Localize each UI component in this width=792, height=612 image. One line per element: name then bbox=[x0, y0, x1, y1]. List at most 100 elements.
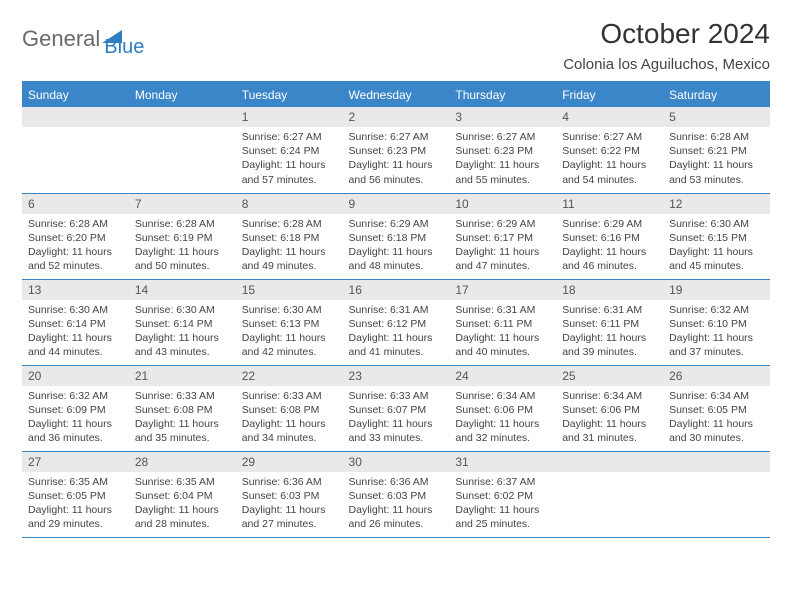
calendar-day-cell: 25Sunrise: 6:34 AMSunset: 6:06 PMDayligh… bbox=[556, 365, 663, 451]
day-details: Sunrise: 6:34 AMSunset: 6:05 PMDaylight:… bbox=[663, 386, 770, 450]
calendar-day-cell: 6Sunrise: 6:28 AMSunset: 6:20 PMDaylight… bbox=[22, 193, 129, 279]
daylight-text: Daylight: 11 hours and 42 minutes. bbox=[242, 331, 337, 359]
calendar-day-cell: 7Sunrise: 6:28 AMSunset: 6:19 PMDaylight… bbox=[129, 193, 236, 279]
daylight-text: Daylight: 11 hours and 25 minutes. bbox=[455, 503, 550, 531]
calendar-day-cell: 14Sunrise: 6:30 AMSunset: 6:14 PMDayligh… bbox=[129, 279, 236, 365]
day-number: 17 bbox=[449, 280, 556, 300]
sunrise-text: Sunrise: 6:32 AM bbox=[28, 389, 123, 403]
day-details: Sunrise: 6:28 AMSunset: 6:21 PMDaylight:… bbox=[663, 127, 770, 191]
day-details: Sunrise: 6:30 AMSunset: 6:13 PMDaylight:… bbox=[236, 300, 343, 364]
month-title: October 2024 bbox=[563, 18, 770, 50]
weekday-header: Monday bbox=[129, 82, 236, 107]
daylight-text: Daylight: 11 hours and 54 minutes. bbox=[562, 158, 657, 186]
brand-part2: Blue bbox=[104, 36, 144, 59]
daylight-text: Daylight: 11 hours and 41 minutes. bbox=[349, 331, 444, 359]
day-number: 9 bbox=[343, 194, 450, 214]
daylight-text: Daylight: 11 hours and 52 minutes. bbox=[28, 245, 123, 273]
daylight-text: Daylight: 11 hours and 48 minutes. bbox=[349, 245, 444, 273]
day-details: Sunrise: 6:31 AMSunset: 6:11 PMDaylight:… bbox=[556, 300, 663, 364]
sunrise-text: Sunrise: 6:28 AM bbox=[28, 217, 123, 231]
day-details: Sunrise: 6:35 AMSunset: 6:05 PMDaylight:… bbox=[22, 472, 129, 536]
weekday-header: Wednesday bbox=[343, 82, 450, 107]
day-details: Sunrise: 6:29 AMSunset: 6:18 PMDaylight:… bbox=[343, 214, 450, 278]
day-number: 24 bbox=[449, 366, 556, 386]
sunset-text: Sunset: 6:22 PM bbox=[562, 144, 657, 158]
daylight-text: Daylight: 11 hours and 33 minutes. bbox=[349, 417, 444, 445]
daylight-text: Daylight: 11 hours and 30 minutes. bbox=[669, 417, 764, 445]
day-details: Sunrise: 6:27 AMSunset: 6:24 PMDaylight:… bbox=[236, 127, 343, 191]
day-details: Sunrise: 6:36 AMSunset: 6:03 PMDaylight:… bbox=[343, 472, 450, 536]
sunrise-text: Sunrise: 6:27 AM bbox=[455, 130, 550, 144]
day-number-empty bbox=[663, 452, 770, 472]
day-details: Sunrise: 6:34 AMSunset: 6:06 PMDaylight:… bbox=[556, 386, 663, 450]
day-number: 4 bbox=[556, 107, 663, 127]
calendar-week-row: 20Sunrise: 6:32 AMSunset: 6:09 PMDayligh… bbox=[22, 365, 770, 451]
sunrise-text: Sunrise: 6:31 AM bbox=[349, 303, 444, 317]
sunrise-text: Sunrise: 6:29 AM bbox=[562, 217, 657, 231]
sunset-text: Sunset: 6:14 PM bbox=[135, 317, 230, 331]
sunrise-text: Sunrise: 6:30 AM bbox=[28, 303, 123, 317]
day-details: Sunrise: 6:35 AMSunset: 6:04 PMDaylight:… bbox=[129, 472, 236, 536]
calendar-day-cell: 13Sunrise: 6:30 AMSunset: 6:14 PMDayligh… bbox=[22, 279, 129, 365]
day-details: Sunrise: 6:31 AMSunset: 6:12 PMDaylight:… bbox=[343, 300, 450, 364]
sunrise-text: Sunrise: 6:29 AM bbox=[455, 217, 550, 231]
calendar-week-row: 1Sunrise: 6:27 AMSunset: 6:24 PMDaylight… bbox=[22, 107, 770, 193]
day-number: 5 bbox=[663, 107, 770, 127]
day-number: 10 bbox=[449, 194, 556, 214]
sunrise-text: Sunrise: 6:27 AM bbox=[242, 130, 337, 144]
day-details: Sunrise: 6:27 AMSunset: 6:22 PMDaylight:… bbox=[556, 127, 663, 191]
sunset-text: Sunset: 6:18 PM bbox=[349, 231, 444, 245]
daylight-text: Daylight: 11 hours and 36 minutes. bbox=[28, 417, 123, 445]
calendar-week-row: 6Sunrise: 6:28 AMSunset: 6:20 PMDaylight… bbox=[22, 193, 770, 279]
calendar-day-cell: 23Sunrise: 6:33 AMSunset: 6:07 PMDayligh… bbox=[343, 365, 450, 451]
day-number: 18 bbox=[556, 280, 663, 300]
day-number: 8 bbox=[236, 194, 343, 214]
daylight-text: Daylight: 11 hours and 32 minutes. bbox=[455, 417, 550, 445]
day-number: 28 bbox=[129, 452, 236, 472]
calendar-day-cell: 2Sunrise: 6:27 AMSunset: 6:23 PMDaylight… bbox=[343, 107, 450, 193]
calendar-body: 1Sunrise: 6:27 AMSunset: 6:24 PMDaylight… bbox=[22, 107, 770, 537]
title-block: October 2024 Colonia los Aguiluchos, Mex… bbox=[563, 18, 770, 73]
daylight-text: Daylight: 11 hours and 49 minutes. bbox=[242, 245, 337, 273]
sunrise-text: Sunrise: 6:28 AM bbox=[242, 217, 337, 231]
day-number: 26 bbox=[663, 366, 770, 386]
daylight-text: Daylight: 11 hours and 53 minutes. bbox=[669, 158, 764, 186]
calendar-day-cell: 1Sunrise: 6:27 AMSunset: 6:24 PMDaylight… bbox=[236, 107, 343, 193]
calendar-day-cell: 8Sunrise: 6:28 AMSunset: 6:18 PMDaylight… bbox=[236, 193, 343, 279]
calendar-day-cell: 30Sunrise: 6:36 AMSunset: 6:03 PMDayligh… bbox=[343, 451, 450, 537]
calendar-day-cell bbox=[22, 107, 129, 193]
sunrise-text: Sunrise: 6:28 AM bbox=[669, 130, 764, 144]
day-number: 25 bbox=[556, 366, 663, 386]
calendar-day-cell: 4Sunrise: 6:27 AMSunset: 6:22 PMDaylight… bbox=[556, 107, 663, 193]
brand-part1: General bbox=[22, 26, 100, 52]
sunrise-text: Sunrise: 6:36 AM bbox=[349, 475, 444, 489]
calendar-day-cell: 9Sunrise: 6:29 AMSunset: 6:18 PMDaylight… bbox=[343, 193, 450, 279]
sunset-text: Sunset: 6:05 PM bbox=[28, 489, 123, 503]
calendar-week-row: 27Sunrise: 6:35 AMSunset: 6:05 PMDayligh… bbox=[22, 451, 770, 537]
day-number: 16 bbox=[343, 280, 450, 300]
day-number: 29 bbox=[236, 452, 343, 472]
day-number: 14 bbox=[129, 280, 236, 300]
day-details: Sunrise: 6:28 AMSunset: 6:19 PMDaylight:… bbox=[129, 214, 236, 278]
calendar-day-cell: 17Sunrise: 6:31 AMSunset: 6:11 PMDayligh… bbox=[449, 279, 556, 365]
calendar-day-cell: 3Sunrise: 6:27 AMSunset: 6:23 PMDaylight… bbox=[449, 107, 556, 193]
sunset-text: Sunset: 6:16 PM bbox=[562, 231, 657, 245]
day-number: 30 bbox=[343, 452, 450, 472]
daylight-text: Daylight: 11 hours and 57 minutes. bbox=[242, 158, 337, 186]
daylight-text: Daylight: 11 hours and 40 minutes. bbox=[455, 331, 550, 359]
sunrise-text: Sunrise: 6:36 AM bbox=[242, 475, 337, 489]
calendar-day-cell: 21Sunrise: 6:33 AMSunset: 6:08 PMDayligh… bbox=[129, 365, 236, 451]
daylight-text: Daylight: 11 hours and 56 minutes. bbox=[349, 158, 444, 186]
daylight-text: Daylight: 11 hours and 46 minutes. bbox=[562, 245, 657, 273]
day-number: 3 bbox=[449, 107, 556, 127]
calendar-page: General Blue October 2024 Colonia los Ag… bbox=[0, 0, 792, 548]
calendar-day-cell: 18Sunrise: 6:31 AMSunset: 6:11 PMDayligh… bbox=[556, 279, 663, 365]
day-number-empty bbox=[22, 107, 129, 127]
calendar-day-cell: 28Sunrise: 6:35 AMSunset: 6:04 PMDayligh… bbox=[129, 451, 236, 537]
sunset-text: Sunset: 6:08 PM bbox=[135, 403, 230, 417]
sunrise-text: Sunrise: 6:31 AM bbox=[455, 303, 550, 317]
weekday-header: Sunday bbox=[22, 82, 129, 107]
calendar-day-cell: 10Sunrise: 6:29 AMSunset: 6:17 PMDayligh… bbox=[449, 193, 556, 279]
sunset-text: Sunset: 6:06 PM bbox=[562, 403, 657, 417]
day-number-empty bbox=[129, 107, 236, 127]
